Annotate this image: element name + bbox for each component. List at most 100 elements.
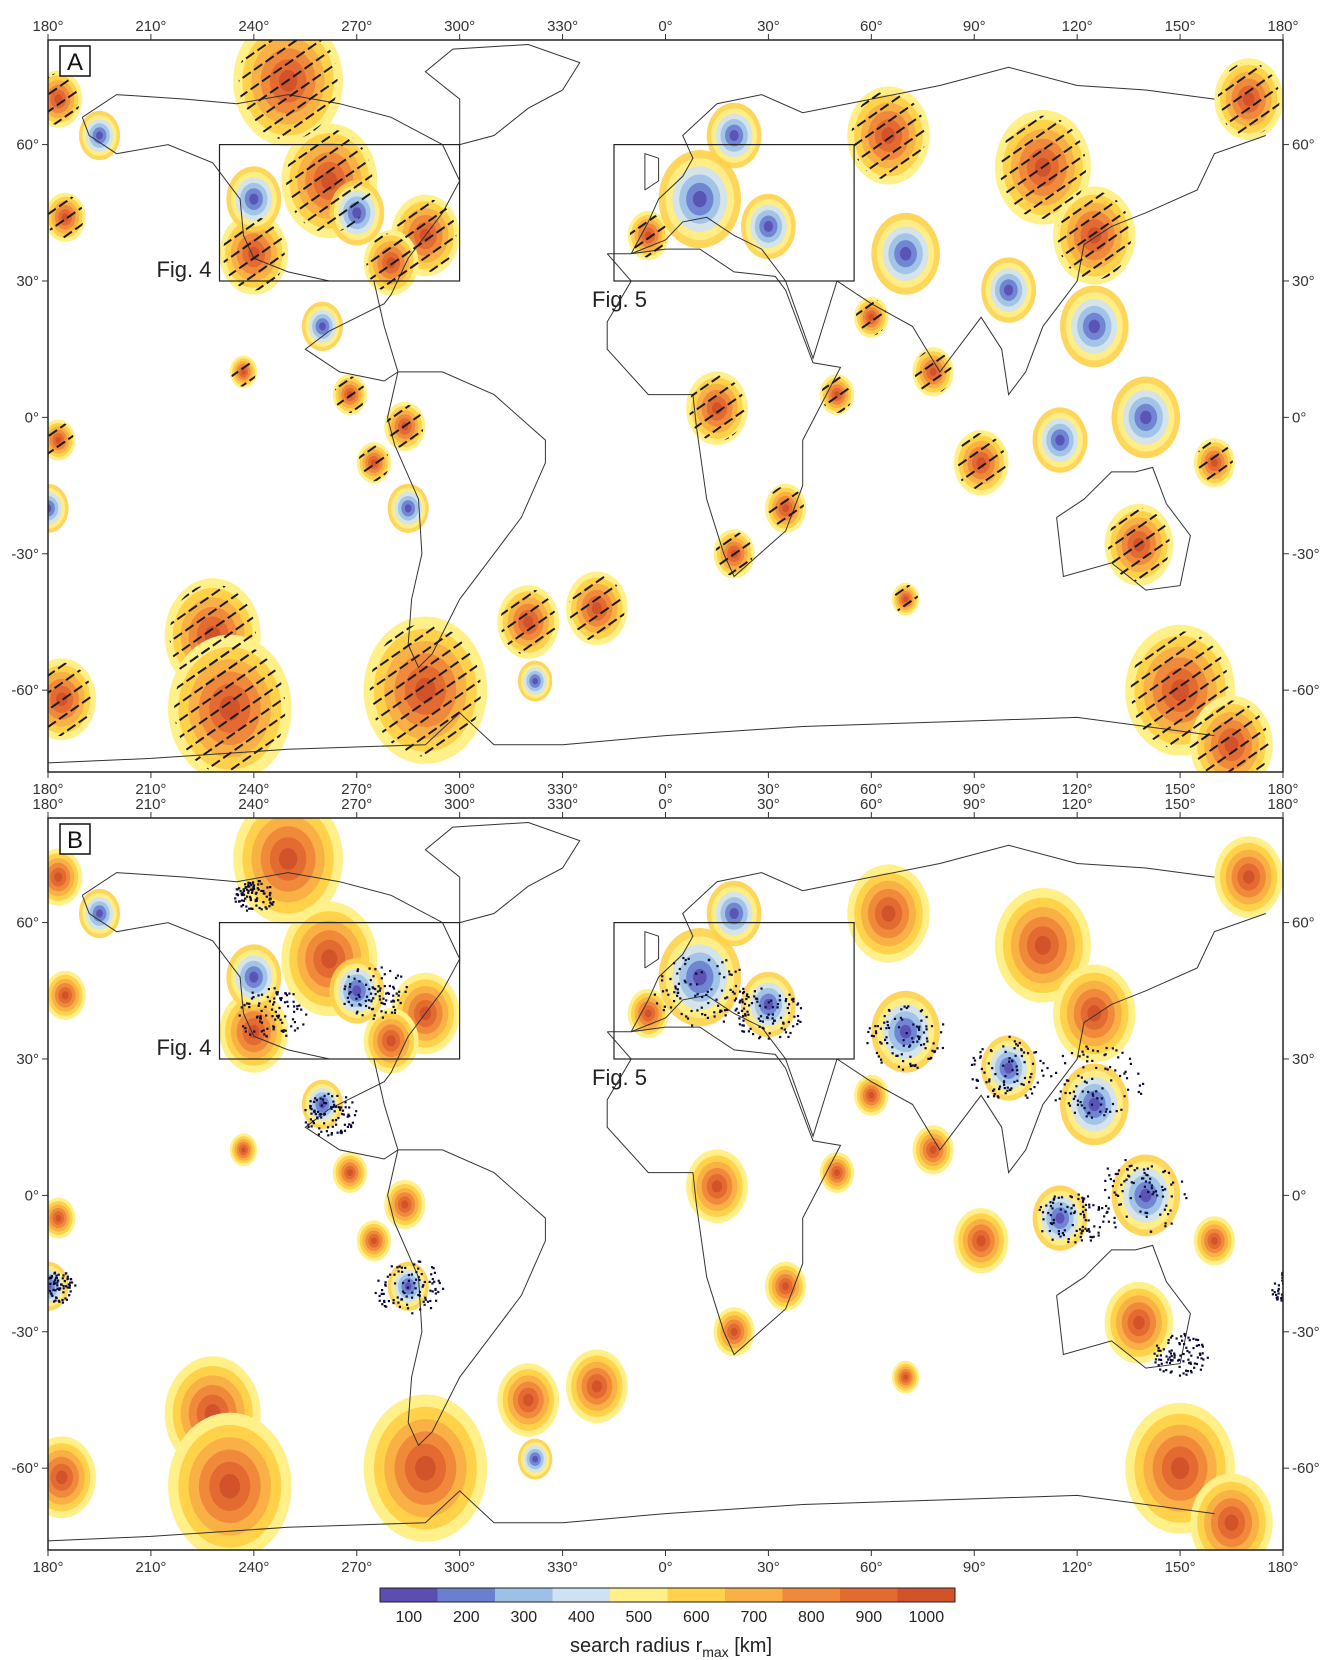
data-point: [1126, 1168, 1129, 1171]
data-point: [410, 1273, 413, 1276]
data-point: [249, 1033, 252, 1036]
data-point: [234, 900, 237, 903]
study-box: [218, 144, 461, 282]
data-point: [69, 1281, 72, 1284]
data-point: [62, 1284, 65, 1288]
data-point: [384, 1011, 387, 1014]
lat-tick-label-left: 0°: [25, 409, 39, 426]
data-point: [374, 993, 377, 996]
lon-tick-label-top: 90°: [963, 18, 986, 35]
data-point: [912, 1041, 915, 1044]
data-point: [1113, 1191, 1116, 1194]
data-point: [1185, 1373, 1188, 1376]
data-point: [742, 987, 745, 990]
data-point: [917, 1027, 920, 1030]
data-point: [418, 1290, 421, 1294]
data-point: [337, 1116, 340, 1120]
data-point: [61, 1277, 64, 1280]
data-point: [1016, 1069, 1019, 1072]
data-point: [433, 1280, 436, 1283]
data-point: [797, 1019, 800, 1022]
stress-bar-cluster: [629, 213, 667, 258]
data-point: [69, 1290, 72, 1293]
data-point: [1069, 1195, 1072, 1198]
data-point: [414, 1287, 417, 1290]
data-point: [920, 1019, 923, 1022]
data-point: [741, 1030, 744, 1033]
data-point: [1178, 1365, 1181, 1368]
data-point: [1169, 1209, 1172, 1212]
data-point: [883, 1015, 886, 1018]
data-point: [341, 1112, 344, 1116]
data-point: [742, 992, 745, 995]
data-point: [1042, 1218, 1045, 1221]
lon-tick-label-top: 150°: [1165, 18, 1196, 35]
data-point: [1165, 1204, 1168, 1207]
data-point: [870, 1034, 873, 1037]
data-point: [395, 976, 398, 980]
data-point: [918, 1025, 921, 1028]
colorbar-swatch: [437, 1588, 496, 1602]
lat-tick-label-right: 0°: [1292, 409, 1306, 426]
data-point: [292, 993, 295, 996]
data-point: [310, 1108, 313, 1111]
data-point: [238, 900, 241, 903]
colorbar-tick-label: 100: [395, 1609, 422, 1626]
data-point: [1015, 1043, 1018, 1046]
stress-bar-cluster: [569, 575, 625, 642]
data-point: [1072, 1204, 1075, 1207]
data-point: [1075, 1085, 1078, 1088]
radius-cell: [48, 504, 52, 513]
coastline: [48, 1490, 1215, 1542]
data-point: [1059, 1235, 1062, 1238]
data-point: [758, 1025, 761, 1028]
data-point: [746, 1010, 749, 1013]
data-point: [1082, 1205, 1085, 1208]
data-point: [779, 1035, 782, 1039]
data-point: [927, 1057, 930, 1060]
data-point: [378, 995, 381, 998]
data-point: [273, 1001, 276, 1004]
radius-cell: [352, 985, 362, 997]
stress-bar-cluster: [1108, 507, 1170, 582]
data-point: [262, 890, 265, 893]
data-point: [1060, 1196, 1064, 1199]
data-point: [1184, 1334, 1187, 1337]
data-point: [1084, 1203, 1088, 1206]
colorbar-tick-label: 900: [855, 1609, 882, 1626]
data-point: [1048, 1229, 1051, 1233]
data-point: [380, 1292, 383, 1295]
data-point: [1003, 1083, 1006, 1086]
axis-ticks-b: 180° 180° 210° 210° 240° 240° 270° 270° 300° 300°…: [11, 796, 1319, 1576]
data-point: [747, 1013, 750, 1016]
data-point: [65, 1285, 68, 1288]
data-point: [1011, 1069, 1014, 1072]
data-point: [916, 1035, 919, 1038]
radius-cell: [249, 971, 259, 983]
data-point: [270, 902, 273, 905]
data-point: [1087, 1219, 1090, 1222]
data-point: [796, 1023, 799, 1026]
data-point: [886, 1020, 889, 1023]
data-point: [283, 1001, 287, 1004]
data-point: [1170, 1183, 1173, 1186]
data-point: [684, 981, 687, 984]
data-point: [51, 1294, 54, 1297]
data-point: [1276, 1296, 1279, 1299]
data-point: [321, 1098, 325, 1101]
lon-tick-label-bottom: 330°: [547, 781, 578, 798]
data-point: [726, 996, 729, 999]
data-point: [1033, 1086, 1036, 1089]
data-point: [673, 991, 676, 994]
stress-bar-cluster: [369, 623, 481, 757]
data-point: [686, 1017, 690, 1020]
data-point: [981, 1048, 984, 1051]
radius-cell: [903, 1374, 908, 1380]
data-point: [71, 1281, 74, 1284]
study-box-label: Fig. 5: [592, 287, 647, 312]
data-point: [1162, 1370, 1165, 1373]
data-point: [52, 1288, 55, 1291]
colorbar-tick-label: 800: [798, 1609, 825, 1626]
data-point: [1076, 1103, 1079, 1106]
data-point: [705, 993, 708, 996]
